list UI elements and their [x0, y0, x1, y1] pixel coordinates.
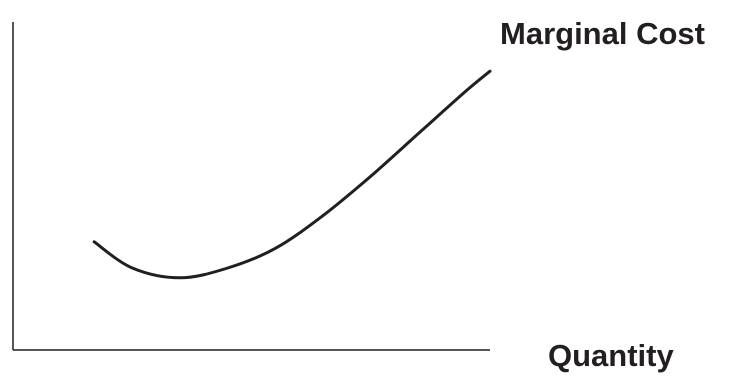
x-axis-label: Quantity	[548, 338, 674, 373]
curve-label-marginal-cost: Marginal Cost	[500, 16, 705, 51]
marginal-cost-curve	[92, 69, 492, 280]
